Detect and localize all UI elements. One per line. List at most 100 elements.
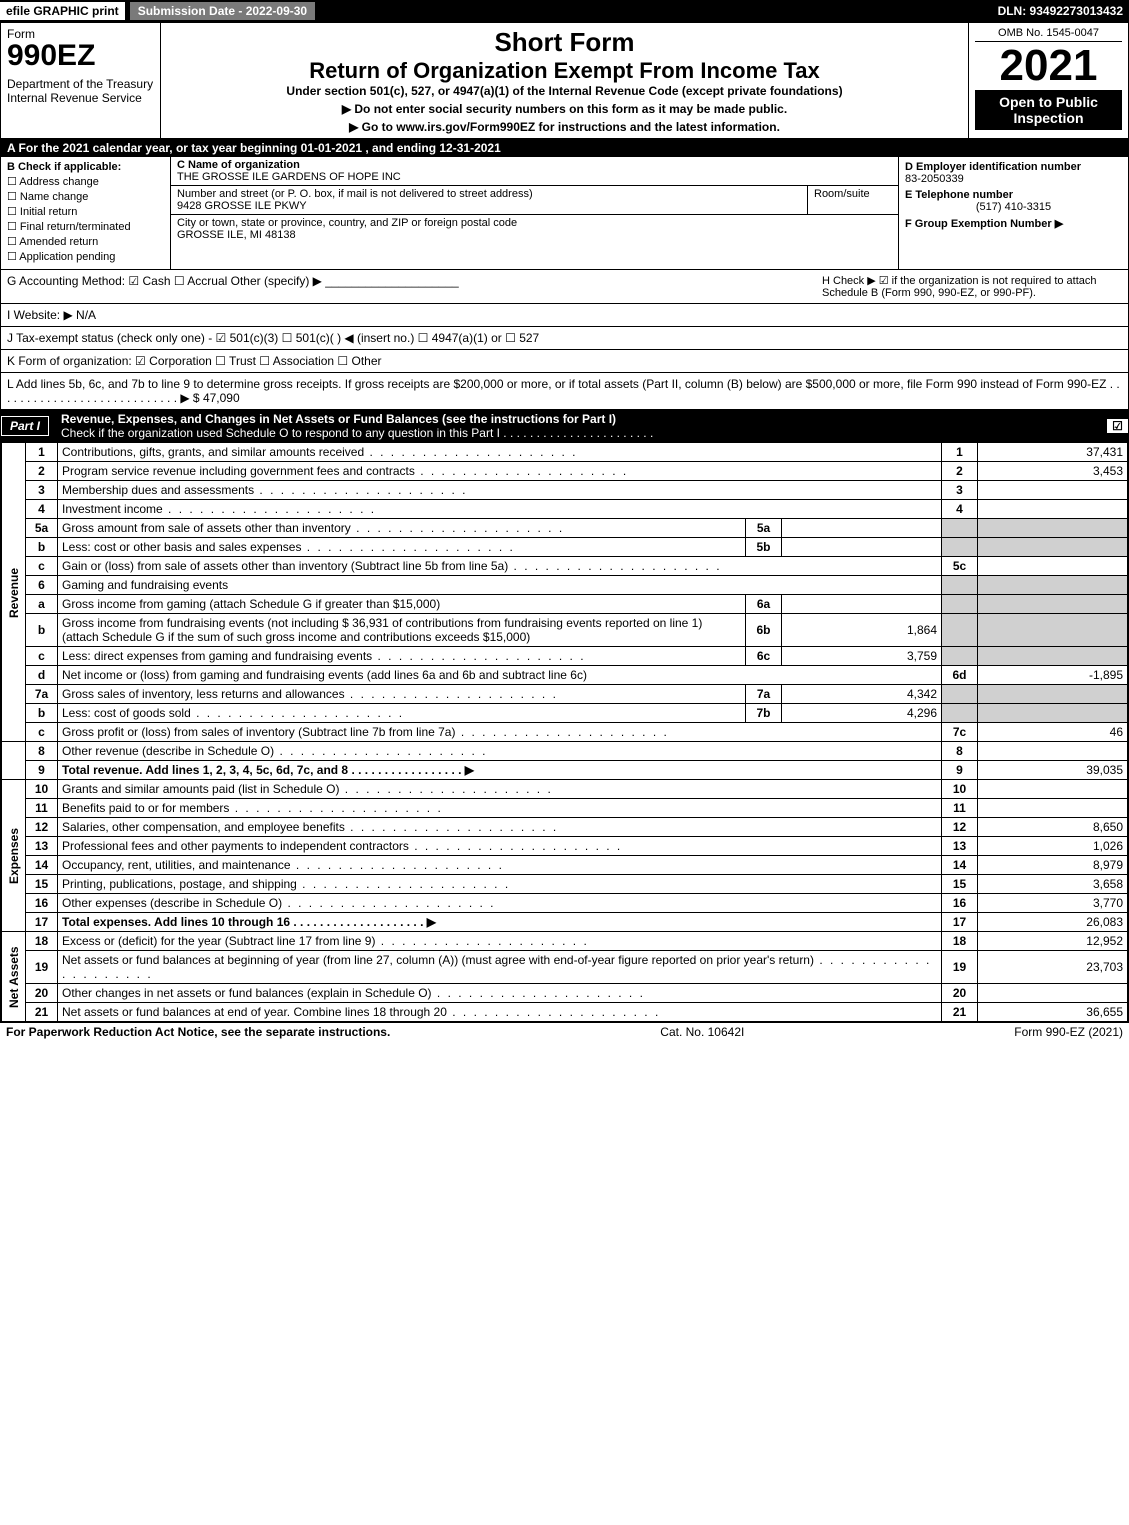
return-title: Return of Organization Exempt From Incom… bbox=[167, 58, 962, 84]
ln-val-shade bbox=[978, 614, 1128, 647]
addr-row: Number and street (or P. O. box, if mail… bbox=[171, 186, 898, 215]
ein-label: D Employer identification number bbox=[905, 161, 1122, 173]
ln-num: 12 bbox=[26, 818, 58, 837]
ln-val: -1,895 bbox=[978, 666, 1128, 685]
under-section: Under section 501(c), 527, or 4947(a)(1)… bbox=[167, 84, 962, 98]
ln-desc: Total revenue. Add lines 1, 2, 3, 4, 5c,… bbox=[58, 761, 942, 780]
ln-val bbox=[978, 799, 1128, 818]
ln-box: 15 bbox=[942, 875, 978, 894]
table-row: 4 Investment income 4 bbox=[2, 500, 1128, 519]
ln-num: 13 bbox=[26, 837, 58, 856]
addr-value: 9428 GROSSE ILE PKWY bbox=[177, 200, 307, 212]
ln-box-shade bbox=[942, 704, 978, 723]
ln-num: 15 bbox=[26, 875, 58, 894]
ln-num: 11 bbox=[26, 799, 58, 818]
ln-val: 8,650 bbox=[978, 818, 1128, 837]
expenses-side: Expenses bbox=[2, 780, 26, 932]
ln-desc: Professional fees and other payments to … bbox=[58, 837, 942, 856]
ln-num: b bbox=[26, 614, 58, 647]
ln-desc: Less: cost of goods sold bbox=[58, 704, 746, 723]
ln-inval bbox=[782, 519, 942, 538]
ln-box-shade bbox=[942, 595, 978, 614]
ln-box: 4 bbox=[942, 500, 978, 519]
ln-val-shade bbox=[978, 595, 1128, 614]
ln-desc-bold: Total expenses. Add lines 10 through 16 … bbox=[62, 915, 436, 929]
ln-num: 7a bbox=[26, 685, 58, 704]
goto-link[interactable]: ▶ Go to www.irs.gov/Form990EZ for instru… bbox=[167, 120, 962, 134]
ln-box: 20 bbox=[942, 984, 978, 1003]
addr-label: Number and street (or P. O. box, if mail… bbox=[177, 188, 533, 200]
ln-desc: Gross profit or (loss) from sales of inv… bbox=[58, 723, 942, 742]
ln-desc: Membership dues and assessments bbox=[58, 481, 942, 500]
part1-tag: Part I bbox=[1, 416, 49, 436]
ln-box: 18 bbox=[942, 932, 978, 951]
table-row: 17 Total expenses. Add lines 10 through … bbox=[2, 913, 1128, 932]
ein-value: 83-2050339 bbox=[905, 173, 1122, 185]
ln-val-shade bbox=[978, 576, 1128, 595]
ln-box: 6d bbox=[942, 666, 978, 685]
ln-box: 3 bbox=[942, 481, 978, 500]
ln-desc: Total expenses. Add lines 10 through 16 … bbox=[58, 913, 942, 932]
city-row: City or town, state or province, country… bbox=[171, 215, 898, 243]
ln-box: 7c bbox=[942, 723, 978, 742]
table-row: 14 Occupancy, rent, utilities, and maint… bbox=[2, 856, 1128, 875]
ln-num: 1 bbox=[26, 443, 58, 462]
ln-desc: Gross income from gaming (attach Schedul… bbox=[58, 595, 746, 614]
chk-pending[interactable]: ☐ Application pending bbox=[7, 250, 164, 263]
table-row: b Gross income from fundraising events (… bbox=[2, 614, 1128, 647]
table-row: 8 Other revenue (describe in Schedule O)… bbox=[2, 742, 1128, 761]
form-number: 990EZ bbox=[7, 41, 154, 71]
ln-box-shade bbox=[942, 538, 978, 557]
ln-box-shade bbox=[942, 614, 978, 647]
part1-check[interactable]: ☑ bbox=[1106, 419, 1128, 433]
org-name-label: C Name of organization bbox=[177, 159, 300, 171]
ln-val: 36,655 bbox=[978, 1003, 1128, 1022]
header-left: Form 990EZ Department of the Treasury In… bbox=[1, 23, 161, 138]
col-b-checkboxes: B Check if applicable: ☐ Address change … bbox=[1, 157, 171, 269]
netassets-side: Net Assets bbox=[2, 932, 26, 1022]
table-row: a Gross income from gaming (attach Sched… bbox=[2, 595, 1128, 614]
ln-inbox: 7a bbox=[746, 685, 782, 704]
chk-initial-return[interactable]: ☐ Initial return bbox=[7, 205, 164, 218]
ln-num: d bbox=[26, 666, 58, 685]
ln-box: 12 bbox=[942, 818, 978, 837]
ln-val: 1,026 bbox=[978, 837, 1128, 856]
city-value: GROSSE ILE, MI 48138 bbox=[177, 229, 296, 241]
tel-label: E Telephone number bbox=[905, 189, 1122, 201]
ln-val: 39,035 bbox=[978, 761, 1128, 780]
ln-desc: Other expenses (describe in Schedule O) bbox=[58, 894, 942, 913]
ln-desc: Grants and similar amounts paid (list in… bbox=[58, 780, 942, 799]
ln-desc: Net assets or fund balances at beginning… bbox=[58, 951, 942, 984]
ln-box: 16 bbox=[942, 894, 978, 913]
ln-desc: Other revenue (describe in Schedule O) bbox=[58, 742, 942, 761]
line-k: K Form of organization: ☑ Corporation ☐ … bbox=[1, 350, 1128, 373]
ln-desc: Program service revenue including govern… bbox=[58, 462, 942, 481]
table-row: c Less: direct expenses from gaming and … bbox=[2, 647, 1128, 666]
table-row: b Less: cost of goods sold 7b 4,296 bbox=[2, 704, 1128, 723]
ln-val: 23,703 bbox=[978, 951, 1128, 984]
org-name-row: C Name of organization THE GROSSE ILE GA… bbox=[171, 157, 898, 186]
top-bar: efile GRAPHIC print Submission Date - 20… bbox=[0, 0, 1129, 22]
chk-address-change[interactable]: ☐ Address change bbox=[7, 175, 164, 188]
footer-right: Form 990-EZ (2021) bbox=[1014, 1025, 1123, 1039]
table-row: 6 Gaming and fundraising events bbox=[2, 576, 1128, 595]
table-row: 5a Gross amount from sale of assets othe… bbox=[2, 519, 1128, 538]
chk-amended[interactable]: ☐ Amended return bbox=[7, 235, 164, 248]
page-footer: For Paperwork Reduction Act Notice, see … bbox=[0, 1023, 1129, 1041]
ln-num: 8 bbox=[26, 742, 58, 761]
line-g: G Accounting Method: ☑ Cash ☐ Accrual Ot… bbox=[7, 274, 459, 288]
ln-inval bbox=[782, 538, 942, 557]
revenue-side: Revenue bbox=[2, 443, 26, 742]
chk-final-return[interactable]: ☐ Final return/terminated bbox=[7, 220, 164, 233]
ln-val bbox=[978, 984, 1128, 1003]
ln-desc-bold: Total revenue. Add lines 1, 2, 3, 4, 5c,… bbox=[62, 763, 474, 777]
ln-desc: Excess or (deficit) for the year (Subtra… bbox=[58, 932, 942, 951]
ln-desc: Net income or (loss) from gaming and fun… bbox=[58, 666, 942, 685]
table-row: Revenue 1 Contributions, gifts, grants, … bbox=[2, 443, 1128, 462]
ln-num: 20 bbox=[26, 984, 58, 1003]
chk-name-change[interactable]: ☐ Name change bbox=[7, 190, 164, 203]
ln-inbox: 6c bbox=[746, 647, 782, 666]
ln-desc: Contributions, gifts, grants, and simila… bbox=[58, 443, 942, 462]
ln-num: 5a bbox=[26, 519, 58, 538]
ln-inbox: 5b bbox=[746, 538, 782, 557]
